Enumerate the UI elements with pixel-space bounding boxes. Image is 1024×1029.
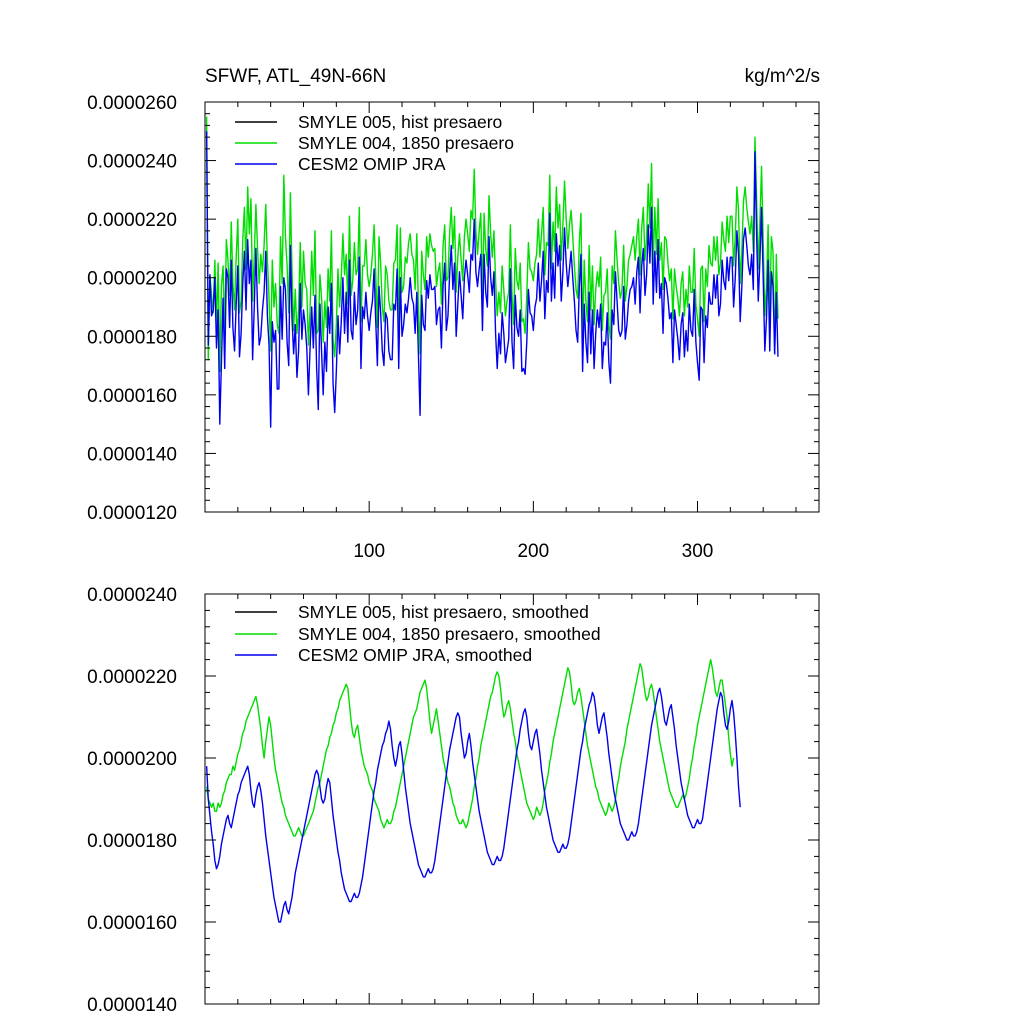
- bottom-series-line-1: [205, 658, 735, 837]
- left-title: SFWF, ATL_49N-66N: [205, 66, 386, 87]
- top-panel: 0.0000120 0.0000140 0.0000160 0.0000180 0.00…: [87, 93, 820, 562]
- top-ytick-label: 0.0000140: [87, 444, 177, 465]
- bottom-legend-label-smyle004: SMYLE 004, 1850 presaero, smoothed: [298, 624, 601, 644]
- top-ytick-label: 0.0000180: [87, 327, 177, 348]
- top-ytick-label: 0.0000120: [87, 503, 177, 524]
- bottom-plot-frame: [204, 593, 820, 1005]
- bottom-series-lines: [205, 658, 741, 923]
- top-legend: SMYLE 005, hist presaero SMYLE 004, 1850…: [235, 112, 514, 174]
- bottom-ytick-label: 0.0000200: [87, 749, 177, 770]
- bottom-series-line-2: [205, 687, 741, 923]
- top-xtick-label: 200: [517, 541, 549, 562]
- bottom-ytick-label: 0.0000160: [87, 913, 177, 934]
- top-series-lines: [205, 116, 779, 428]
- top-ytick-label: 0.0000220: [87, 210, 177, 231]
- top-legend-label-smyle004: SMYLE 004, 1850 presaero: [298, 133, 514, 153]
- bottom-panel: 0.0000140 0.0000160 0.0000180 0.0000200 0.00…: [87, 585, 820, 1016]
- bottom-legend-label-smyle005: SMYLE 005, hist presaero, smoothed: [298, 602, 589, 622]
- bottom-ytick-label: 0.0000140: [87, 995, 177, 1016]
- top-xtick-label: 300: [682, 541, 714, 562]
- bottom-legend: SMYLE 005, hist presaero, smoothed SMYLE…: [235, 602, 601, 665]
- top-ytick-label: 0.0000160: [87, 386, 177, 407]
- top-legend-label-smyle005: SMYLE 005, hist presaero: [298, 112, 502, 132]
- top-axis-ticks: 0.0000120 0.0000140 0.0000160 0.0000180 0.00…: [87, 93, 819, 562]
- top-ytick-label: 0.0000240: [87, 152, 177, 173]
- bottom-legend-label-omip: CESM2 OMIP JRA, smoothed: [298, 645, 532, 665]
- top-xtick-label: 100: [353, 541, 385, 562]
- bottom-ytick-label: 0.0000220: [87, 667, 177, 688]
- bottom-ytick-label: 0.0000240: [87, 585, 177, 606]
- top-series-line-1: [205, 116, 779, 373]
- top-ytick-label: 0.0000200: [87, 269, 177, 290]
- top-ytick-label: 0.0000260: [87, 93, 177, 114]
- top-legend-label-omip: CESM2 OMIP JRA: [298, 154, 446, 174]
- bottom-axis-ticks: 0.0000140 0.0000160 0.0000180 0.0000200 0.00…: [87, 585, 819, 1016]
- top-plot-frame: [204, 101, 820, 513]
- bottom-ytick-label: 0.0000180: [87, 831, 177, 852]
- top-series-line-2: [205, 131, 779, 428]
- right-title: kg/m^2/s: [745, 66, 820, 87]
